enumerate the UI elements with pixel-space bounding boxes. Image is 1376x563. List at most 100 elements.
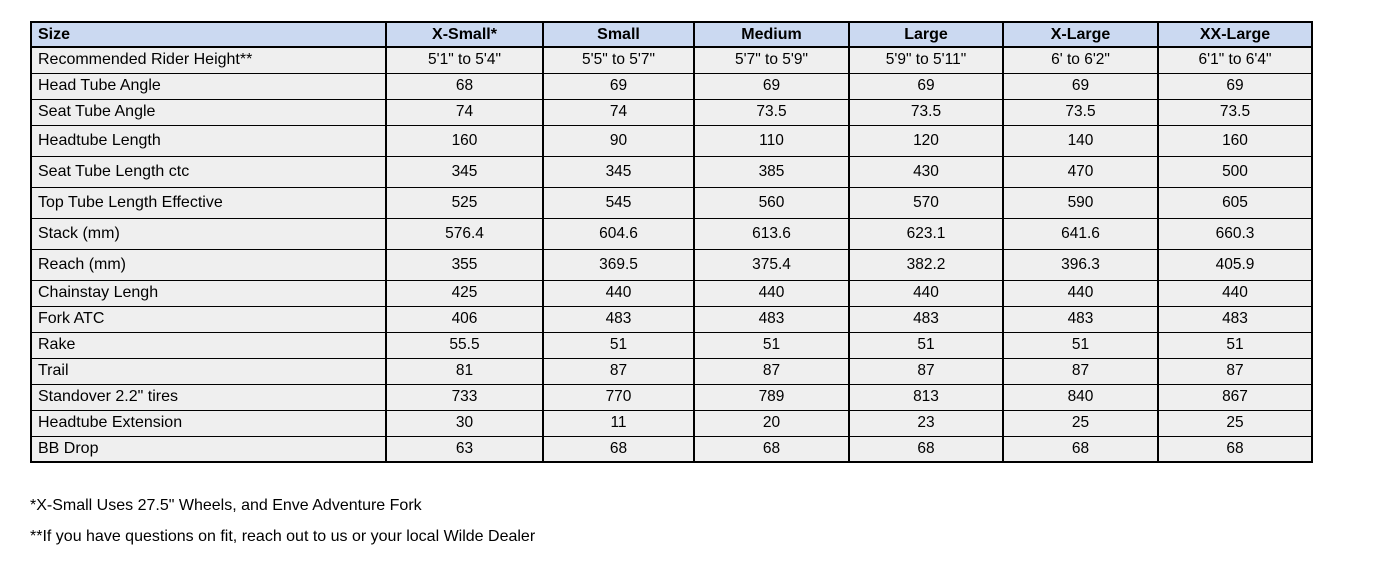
cell: 11 xyxy=(542,409,694,436)
cell: 570 xyxy=(848,186,1003,218)
cell: 5'9" to 5'11" xyxy=(848,46,1003,73)
table-row-chainstay-lengh: Chainstay Lengh 425 440 440 440 440 440 xyxy=(30,279,1312,306)
cell: 385 xyxy=(693,155,849,187)
cell: 6' to 6'2" xyxy=(1002,46,1158,73)
row-label: Trail xyxy=(30,357,386,384)
column-header-size: Size xyxy=(30,21,386,48)
cell: 69 xyxy=(848,72,1003,99)
cell: 770 xyxy=(542,383,694,410)
cell: 68 xyxy=(385,72,543,99)
cell: 6'1" to 6'4" xyxy=(1157,46,1312,73)
cell: 5'5" to 5'7" xyxy=(542,46,694,73)
cell: 87 xyxy=(848,357,1003,384)
table-row-bb-drop: BB Drop 63 68 68 68 68 68 xyxy=(30,435,1312,462)
cell: 140 xyxy=(1002,124,1158,156)
cell: 483 xyxy=(693,305,849,332)
table-body: Recommended Rider Height** 5'1" to 5'4" 5'… xyxy=(30,46,1312,462)
column-header-x-large: X-Large xyxy=(1002,21,1158,48)
cell: 483 xyxy=(848,305,1003,332)
cell: 110 xyxy=(693,124,849,156)
cell: 87 xyxy=(542,357,694,384)
cell: 483 xyxy=(542,305,694,332)
cell: 5'1" to 5'4" xyxy=(385,46,543,73)
row-label: Rake xyxy=(30,331,386,358)
cell: 813 xyxy=(848,383,1003,410)
column-header-xx-large: XX-Large xyxy=(1157,21,1312,48)
column-header-small: Small xyxy=(542,21,694,48)
cell: 613.6 xyxy=(693,217,849,249)
cell: 500 xyxy=(1157,155,1312,187)
cell: 440 xyxy=(848,279,1003,306)
cell: 576.4 xyxy=(385,217,543,249)
cell: 470 xyxy=(1002,155,1158,187)
cell: 74 xyxy=(385,98,543,125)
cell: 483 xyxy=(1157,305,1312,332)
cell: 69 xyxy=(1157,72,1312,99)
cell: 68 xyxy=(1157,435,1312,462)
cell: 120 xyxy=(848,124,1003,156)
cell: 369.5 xyxy=(542,248,694,280)
cell: 440 xyxy=(693,279,849,306)
column-header-x-small: X-Small* xyxy=(385,21,543,48)
row-label: Fork ATC xyxy=(30,305,386,332)
cell: 74 xyxy=(542,98,694,125)
cell: 30 xyxy=(385,409,543,436)
cell: 87 xyxy=(1157,357,1312,384)
cell: 623.1 xyxy=(848,217,1003,249)
footnote-xsmall-wheels: *X-Small Uses 27.5" Wheels, and Enve Adv… xyxy=(30,497,422,514)
cell: 440 xyxy=(1157,279,1312,306)
cell: 51 xyxy=(693,331,849,358)
row-label: Top Tube Length Effective xyxy=(30,186,386,218)
geometry-table-container: Size X-Small* Small Medium Large X-Large XX-La… xyxy=(30,21,1313,463)
row-label: Chainstay Lengh xyxy=(30,279,386,306)
cell: 23 xyxy=(848,409,1003,436)
row-label: Stack (mm) xyxy=(30,217,386,249)
header-row: Size X-Small* Small Medium Large X-Large XX-La… xyxy=(30,21,1312,48)
cell: 375.4 xyxy=(693,248,849,280)
cell: 68 xyxy=(1002,435,1158,462)
cell: 81 xyxy=(385,357,543,384)
cell: 660.3 xyxy=(1157,217,1312,249)
cell: 406 xyxy=(385,305,543,332)
cell: 160 xyxy=(1157,124,1312,156)
table-row-fork-atc: Fork ATC 406 483 483 483 483 483 xyxy=(30,305,1312,332)
cell: 641.6 xyxy=(1002,217,1158,249)
cell: 867 xyxy=(1157,383,1312,410)
cell: 605 xyxy=(1157,186,1312,218)
cell: 87 xyxy=(693,357,849,384)
table-row-trail: Trail 81 87 87 87 87 87 xyxy=(30,357,1312,384)
cell: 25 xyxy=(1002,409,1158,436)
row-label: Seat Tube Length ctc xyxy=(30,155,386,187)
cell: 20 xyxy=(693,409,849,436)
cell: 51 xyxy=(848,331,1003,358)
cell: 382.2 xyxy=(848,248,1003,280)
table-row-seat-tube-length-ctc: Seat Tube Length ctc 345 345 385 430 470 500 xyxy=(30,155,1312,187)
cell: 55.5 xyxy=(385,331,543,358)
table-row-top-tube-length-effective: Top Tube Length Effective 525 545 560 570 590… xyxy=(30,186,1312,218)
table-row-reach-mm: Reach (mm) 355 369.5 375.4 382.2 396.3 405.9 xyxy=(30,248,1312,280)
table-row-headtube-extension: Headtube Extension 30 11 20 23 25 25 xyxy=(30,409,1312,436)
cell: 733 xyxy=(385,383,543,410)
table-row-headtube-length: Headtube Length 160 90 110 120 140 160 xyxy=(30,124,1312,156)
cell: 73.5 xyxy=(1002,98,1158,125)
cell: 73.5 xyxy=(1157,98,1312,125)
cell: 840 xyxy=(1002,383,1158,410)
cell: 69 xyxy=(542,72,694,99)
row-label: Standover 2.2" tires xyxy=(30,383,386,410)
cell: 68 xyxy=(542,435,694,462)
cell: 68 xyxy=(693,435,849,462)
row-label: Headtube Length xyxy=(30,124,386,156)
cell: 63 xyxy=(385,435,543,462)
row-label: Headtube Extension xyxy=(30,409,386,436)
cell: 789 xyxy=(693,383,849,410)
footnote-fit-questions: **If you have questions on fit, reach ou… xyxy=(30,528,536,545)
table-header: Size X-Small* Small Medium Large X-Large XX-La… xyxy=(30,21,1312,48)
cell: 51 xyxy=(1002,331,1158,358)
cell: 5'7" to 5'9" xyxy=(693,46,849,73)
row-label: BB Drop xyxy=(30,435,386,462)
cell: 69 xyxy=(693,72,849,99)
cell: 405.9 xyxy=(1157,248,1312,280)
cell: 590 xyxy=(1002,186,1158,218)
cell: 69 xyxy=(1002,72,1158,99)
cell: 87 xyxy=(1002,357,1158,384)
